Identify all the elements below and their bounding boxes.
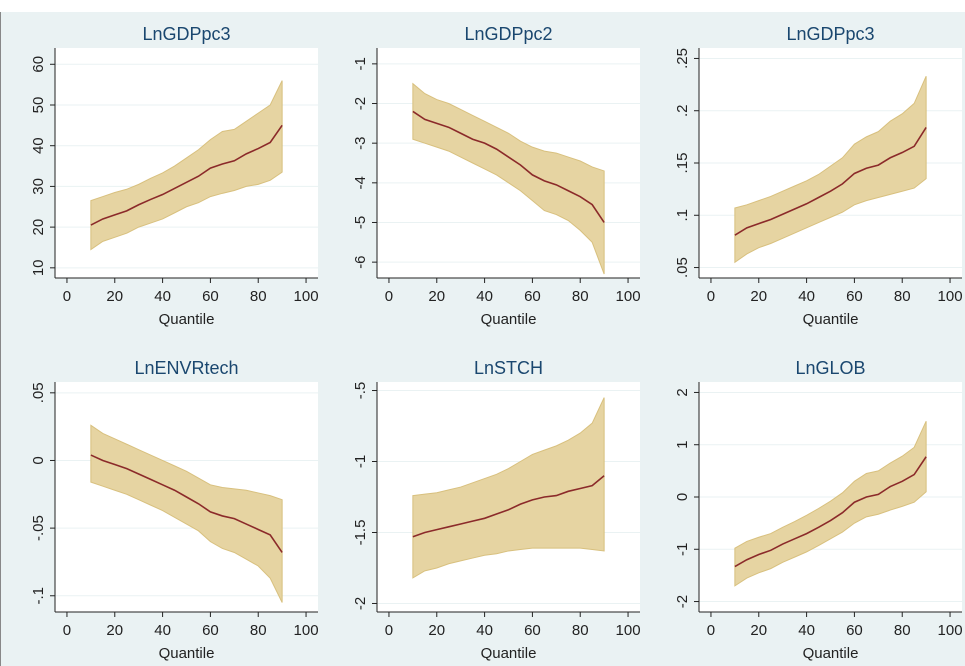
y-tick-label: -2 bbox=[674, 595, 691, 608]
y-tick-label: -2 bbox=[352, 97, 369, 110]
y-tick-label: 60 bbox=[30, 56, 47, 73]
x-tick-label: 40 bbox=[154, 622, 171, 639]
x-tick-label: 60 bbox=[202, 622, 219, 639]
x-tick-label: 0 bbox=[385, 622, 393, 639]
x-tick-label: 20 bbox=[750, 288, 767, 305]
y-tick-label: 2 bbox=[674, 388, 691, 396]
y-tick-label: -2 bbox=[352, 597, 369, 610]
y-tick-label: .15 bbox=[674, 153, 691, 174]
y-tick-label: .05 bbox=[674, 257, 691, 278]
x-tick-label: 80 bbox=[572, 622, 589, 639]
y-tick-label: 10 bbox=[30, 259, 47, 276]
x-axis-label: Quantile bbox=[803, 645, 859, 662]
x-tick-label: 80 bbox=[572, 288, 589, 305]
x-tick-label: 0 bbox=[63, 288, 71, 305]
estimate-line bbox=[90, 454, 283, 553]
x-tick-label: 40 bbox=[476, 622, 493, 639]
y-tick-label: 0 bbox=[30, 456, 47, 464]
estimate-line bbox=[90, 124, 283, 226]
x-tick-label: 100 bbox=[938, 622, 963, 639]
x-tick-label: 100 bbox=[294, 622, 319, 639]
x-tick-label: 60 bbox=[846, 288, 863, 305]
y-tick-label: .05 bbox=[30, 382, 47, 403]
y-tick-label: -3 bbox=[352, 137, 369, 150]
x-tick-label: 80 bbox=[250, 288, 267, 305]
estimate-line bbox=[734, 456, 927, 568]
x-tick-label: 60 bbox=[202, 288, 219, 305]
x-tick-label: 100 bbox=[938, 288, 963, 305]
panel-title: LnGDPpc3 bbox=[786, 24, 874, 44]
x-tick-label: 20 bbox=[106, 622, 123, 639]
x-tick-label: 20 bbox=[428, 288, 445, 305]
x-tick-label: 80 bbox=[894, 288, 911, 305]
x-tick-label: 40 bbox=[154, 288, 171, 305]
x-tick-label: 20 bbox=[428, 622, 445, 639]
y-tick-label: 20 bbox=[30, 219, 47, 236]
x-axis-label: Quantile bbox=[481, 311, 537, 328]
x-tick-label: 100 bbox=[616, 288, 641, 305]
y-tick-label: .1 bbox=[674, 209, 691, 222]
y-tick-label: -.5 bbox=[352, 382, 369, 400]
x-axis-label: Quantile bbox=[159, 645, 215, 662]
x-tick-label: 0 bbox=[707, 622, 715, 639]
x-tick-label: 40 bbox=[798, 288, 815, 305]
y-tick-label: -5 bbox=[352, 216, 369, 229]
estimate-line bbox=[734, 127, 927, 236]
panel-title: LnGDPpc3 bbox=[142, 24, 230, 44]
x-tick-label: 0 bbox=[707, 288, 715, 305]
x-tick-label: 100 bbox=[616, 622, 641, 639]
x-tick-label: 80 bbox=[250, 622, 267, 639]
panel-title: LnENVRtech bbox=[134, 358, 238, 378]
x-tick-label: 0 bbox=[63, 622, 71, 639]
y-tick-label: -1 bbox=[352, 57, 369, 70]
x-axis-label: Quantile bbox=[803, 311, 859, 328]
x-tick-label: 0 bbox=[385, 288, 393, 305]
y-tick-label: 50 bbox=[30, 97, 47, 114]
x-tick-label: 40 bbox=[476, 288, 493, 305]
top-strip bbox=[0, 0, 965, 12]
confidence-band bbox=[412, 397, 605, 579]
x-tick-label: 40 bbox=[798, 622, 815, 639]
y-tick-label: -4 bbox=[352, 176, 369, 189]
y-tick-label: -1 bbox=[352, 455, 369, 468]
y-tick-label: 40 bbox=[30, 137, 47, 154]
confidence-band bbox=[90, 424, 283, 603]
y-tick-label: 30 bbox=[30, 178, 47, 195]
estimate-line bbox=[412, 110, 605, 223]
x-tick-label: 80 bbox=[894, 622, 911, 639]
x-tick-label: 20 bbox=[106, 288, 123, 305]
x-axis-label: Quantile bbox=[481, 645, 537, 662]
y-tick-label: -.05 bbox=[30, 515, 47, 541]
y-tick-label: -.1 bbox=[30, 587, 47, 605]
confidence-band bbox=[412, 82, 605, 275]
panel-title: LnSTCH bbox=[474, 358, 543, 378]
y-tick-label: -1.5 bbox=[352, 520, 369, 546]
y-tick-label: 1 bbox=[674, 441, 691, 449]
x-tick-label: 60 bbox=[524, 622, 541, 639]
x-tick-label: 60 bbox=[846, 622, 863, 639]
x-tick-label: 100 bbox=[294, 288, 319, 305]
confidence-band bbox=[90, 80, 283, 251]
y-tick-label: 0 bbox=[674, 493, 691, 501]
x-tick-label: 60 bbox=[524, 288, 541, 305]
confidence-band bbox=[734, 76, 927, 264]
estimate-line bbox=[412, 475, 605, 538]
y-tick-label: .25 bbox=[674, 48, 691, 69]
x-tick-label: 20 bbox=[750, 622, 767, 639]
x-axis-label: Quantile bbox=[159, 311, 215, 328]
panel-title: LnGLOB bbox=[795, 358, 865, 378]
y-tick-label: -1 bbox=[674, 543, 691, 556]
y-tick-label: .2 bbox=[674, 104, 691, 117]
panel-title: LnGDPpc2 bbox=[464, 24, 552, 44]
y-tick-label: -6 bbox=[352, 255, 369, 268]
